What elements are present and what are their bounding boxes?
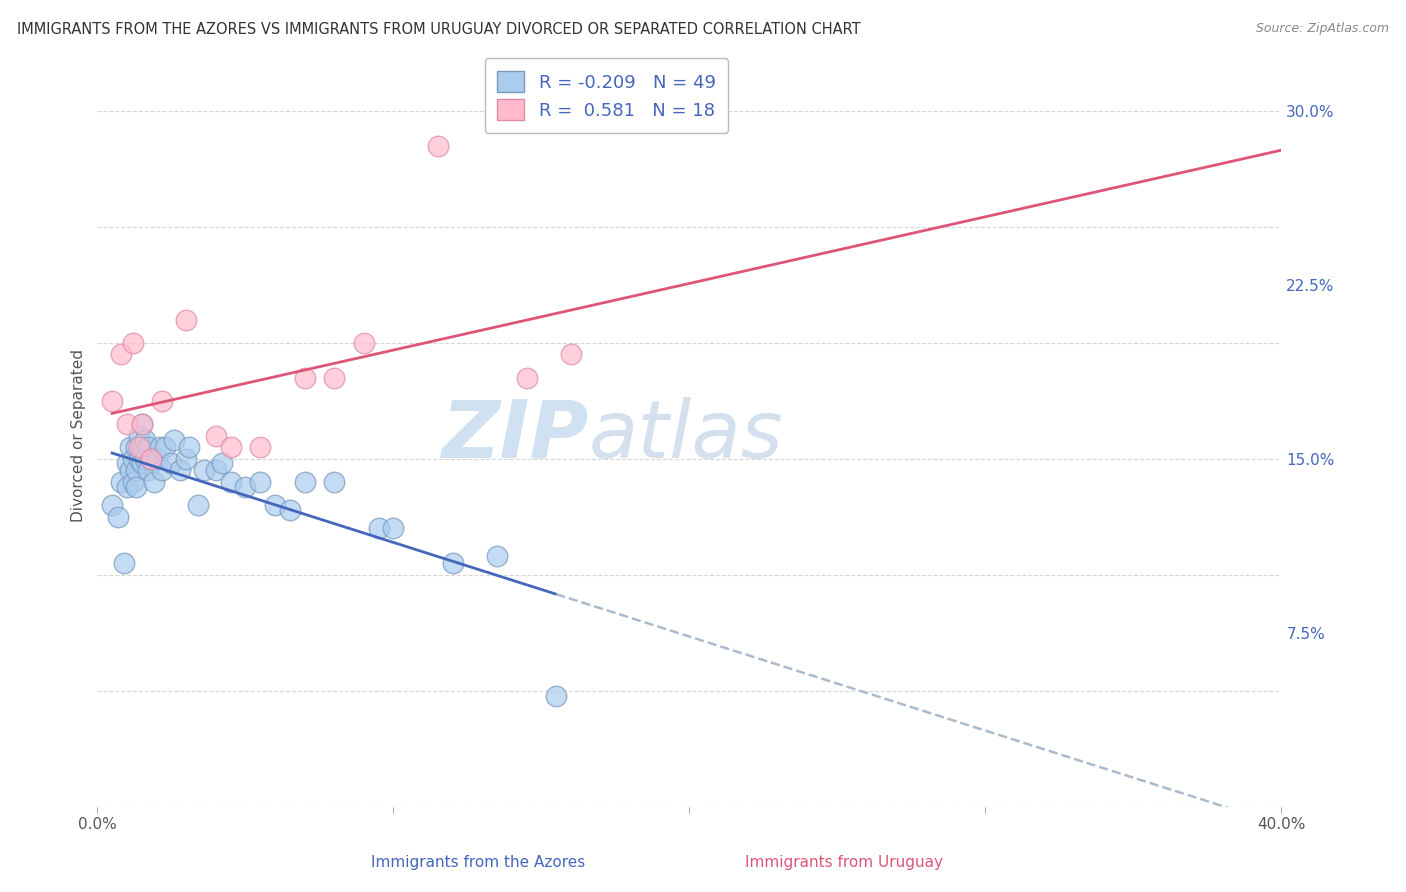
Point [125,463,148,477]
Point [219,440,242,454]
Point [152,463,174,477]
Point [128,428,150,442]
Point [122,451,145,466]
Point [193,463,215,477]
Point [122,475,145,489]
Point [145,451,167,466]
Point [139,451,162,466]
Point [163,434,186,448]
Point [136,440,159,454]
Point [204,463,226,477]
Point [560,347,582,361]
Point [485,549,508,564]
Point [110,475,132,489]
Point [426,138,449,153]
Text: atlas: atlas [589,397,783,475]
Point [115,480,138,494]
Text: Immigrants from the Azores: Immigrants from the Azores [371,855,585,870]
Point [294,370,316,384]
Point [128,440,150,454]
Text: ZIP: ZIP [441,397,589,475]
Point [107,509,129,524]
Point [187,498,209,512]
Point [249,475,271,489]
Point [353,335,375,350]
Point [169,463,191,477]
Point [122,335,145,350]
Point [174,312,197,326]
Point [115,457,138,471]
Text: IMMIGRANTS FROM THE AZORES VS IMMIGRANTS FROM URUGUAY DIVORCED OR SEPARATED CORR: IMMIGRANTS FROM THE AZORES VS IMMIGRANTS… [17,22,860,37]
Point [264,498,287,512]
Legend: R = -0.209   N = 49, R =  0.581   N = 18: R = -0.209 N = 49, R = 0.581 N = 18 [485,59,728,133]
Point [139,451,162,466]
Point [110,347,132,361]
Point [125,440,148,454]
Point [294,475,316,489]
Point [131,417,153,431]
Point [136,463,159,477]
Point [235,480,257,494]
Point [179,440,201,454]
Point [382,521,405,535]
Point [441,556,464,570]
Point [219,475,242,489]
Point [211,457,233,471]
Point [174,451,197,466]
Point [134,434,156,448]
Point [131,440,153,454]
Point [204,428,226,442]
Point [323,475,346,489]
Point [152,393,174,408]
Point [115,417,138,431]
Point [367,521,389,535]
Point [112,556,135,570]
Text: Immigrants from Uruguay: Immigrants from Uruguay [745,855,942,870]
Point [249,440,271,454]
Point [516,370,538,384]
Point [323,370,346,384]
Point [101,498,124,512]
Point [160,457,183,471]
Point [128,451,150,466]
Point [131,457,153,471]
Point [118,463,141,477]
Point [278,503,301,517]
Point [142,475,165,489]
Point [546,689,568,703]
Point [118,440,141,454]
Point [101,393,124,408]
Point [148,440,170,454]
Point [134,451,156,466]
Text: Source: ZipAtlas.com: Source: ZipAtlas.com [1256,22,1389,36]
Point [155,440,177,454]
Point [125,480,148,494]
Point [131,417,153,431]
Y-axis label: Divorced or Separated: Divorced or Separated [72,349,86,522]
